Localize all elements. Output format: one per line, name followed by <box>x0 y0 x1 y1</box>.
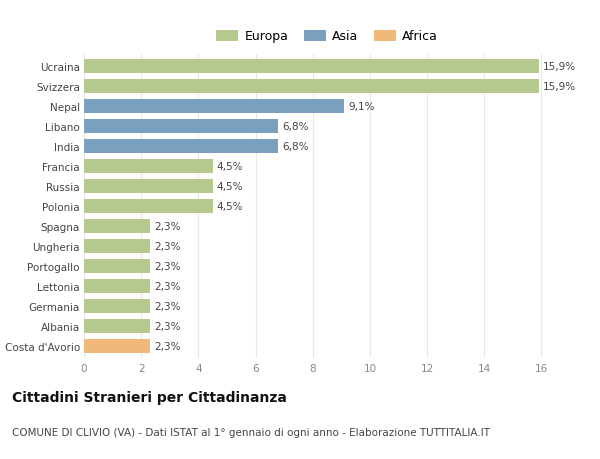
Text: 4,5%: 4,5% <box>217 202 244 212</box>
Bar <box>84 140 278 154</box>
Bar <box>84 120 278 134</box>
Bar <box>84 259 150 273</box>
Text: 15,9%: 15,9% <box>543 62 576 72</box>
Text: 2,3%: 2,3% <box>154 301 181 311</box>
Bar <box>84 299 150 313</box>
Bar <box>84 200 212 213</box>
Bar <box>84 240 150 253</box>
Text: 4,5%: 4,5% <box>217 182 244 191</box>
Bar <box>84 279 150 293</box>
Text: 2,3%: 2,3% <box>154 281 181 291</box>
Bar <box>84 219 150 234</box>
Bar <box>84 179 212 194</box>
Bar <box>84 319 150 333</box>
Text: Cittadini Stranieri per Cittadinanza: Cittadini Stranieri per Cittadinanza <box>12 390 287 404</box>
Text: 2,3%: 2,3% <box>154 261 181 271</box>
Bar <box>84 160 212 174</box>
Text: 4,5%: 4,5% <box>217 162 244 172</box>
Text: 2,3%: 2,3% <box>154 341 181 351</box>
Bar <box>84 60 539 74</box>
Bar <box>84 100 344 114</box>
Text: COMUNE DI CLIVIO (VA) - Dati ISTAT al 1° gennaio di ogni anno - Elaborazione TUT: COMUNE DI CLIVIO (VA) - Dati ISTAT al 1°… <box>12 427 490 437</box>
Bar <box>84 339 150 353</box>
Text: 6,8%: 6,8% <box>283 142 309 152</box>
Text: 15,9%: 15,9% <box>543 82 576 92</box>
Text: 2,3%: 2,3% <box>154 321 181 331</box>
Legend: Europa, Asia, Africa: Europa, Asia, Africa <box>214 28 440 46</box>
Text: 2,3%: 2,3% <box>154 241 181 252</box>
Text: 2,3%: 2,3% <box>154 222 181 231</box>
Bar <box>84 80 539 94</box>
Text: 9,1%: 9,1% <box>349 102 375 112</box>
Text: 6,8%: 6,8% <box>283 122 309 132</box>
